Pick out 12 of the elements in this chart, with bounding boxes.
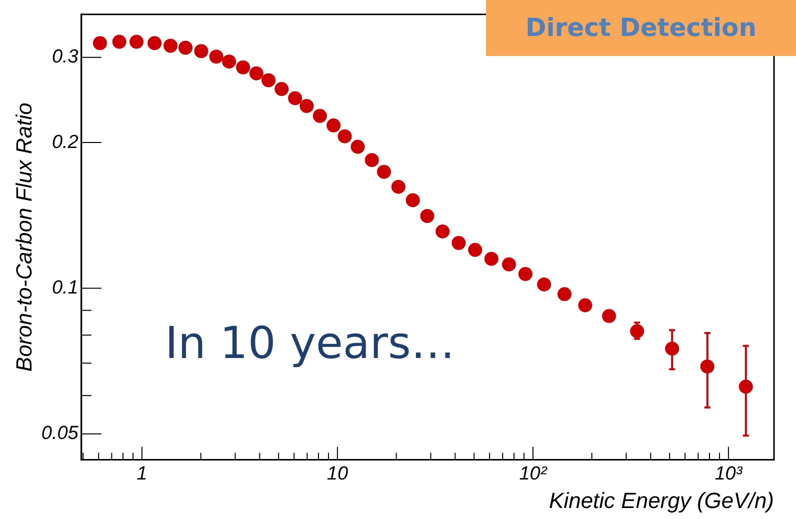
x-tick-label: 1 [136, 463, 148, 484]
y-tick-label: 0.2 [52, 132, 79, 153]
y-axis-title: Boron-to-Carbon Flux Ratio [11, 102, 36, 372]
annotation: In 10 years… [165, 318, 455, 369]
annotation: Direct Detection [486, 0, 796, 56]
x-axis-title: Kinetic Energy (GeV/n) [549, 488, 774, 513]
x-tick-label: 10² [519, 463, 548, 484]
x-tick-label: 10 [326, 463, 348, 484]
y-tick-label: 0.3 [52, 46, 79, 68]
y-tick-label: 0.1 [52, 278, 78, 298]
y-tick-label: 0.05 [41, 423, 79, 444]
x-tick-label: 10³ [714, 463, 743, 484]
